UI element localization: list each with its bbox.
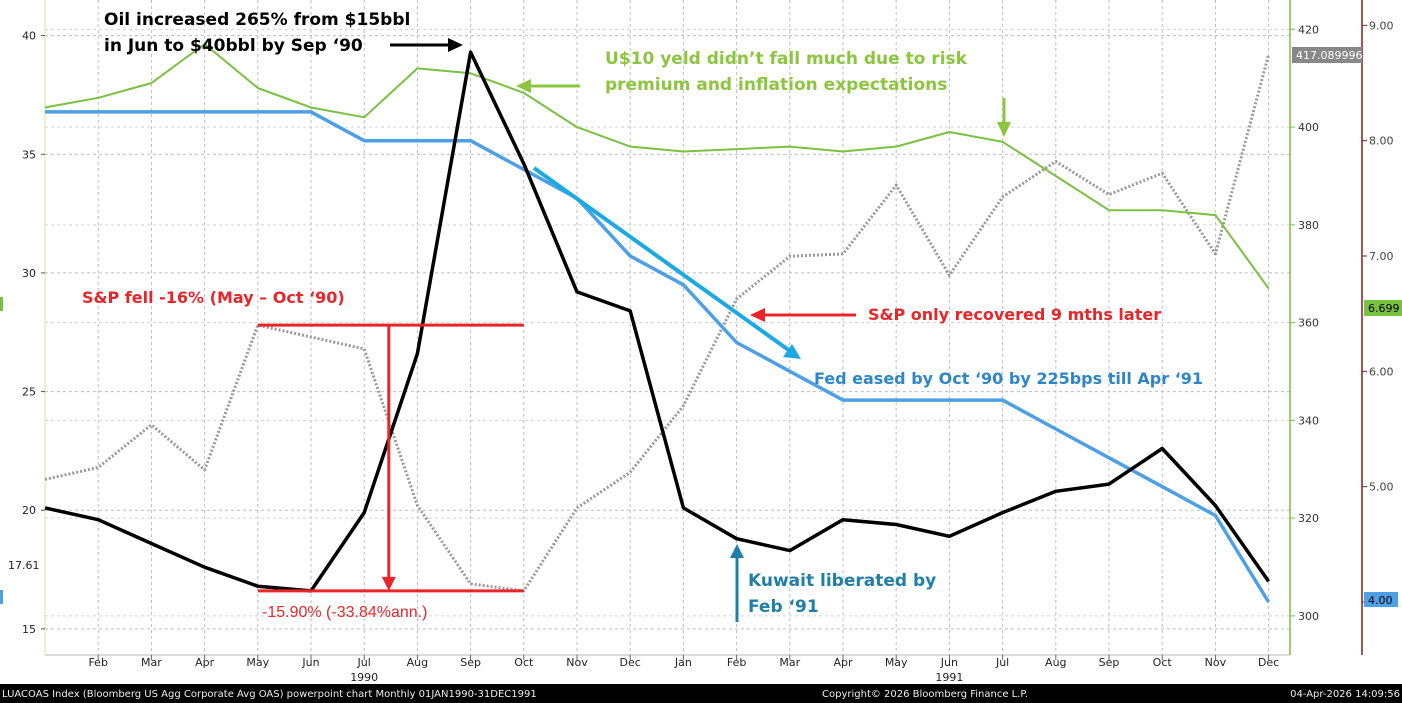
fed-arrow-line xyxy=(532,166,792,353)
x-tick-label: Apr xyxy=(833,656,853,669)
yield-arrow xyxy=(516,79,580,93)
x-tick-label: Oct xyxy=(514,656,534,669)
right-tick-label: 8.00 xyxy=(1369,135,1394,148)
fed-arrowhead xyxy=(783,344,801,359)
yield-down-arrowhead xyxy=(997,122,1011,137)
left-tick-label: 30 xyxy=(22,267,36,280)
x-tick-label: Jul xyxy=(995,656,1009,669)
x-tick-label: Feb xyxy=(88,656,107,669)
left-tick-label: 15 xyxy=(22,623,36,636)
mid-tick-label: 320 xyxy=(1298,512,1319,525)
left-tick-label: 20 xyxy=(22,504,36,517)
footer-center: Copyright© 2026 Bloomberg Finance L.P. xyxy=(822,689,1028,700)
last-value-tag-mid: 417.089996 xyxy=(1292,47,1362,63)
last-value-tag-mid-text: 417.089996 xyxy=(1296,49,1362,62)
x-tick-label: Nov xyxy=(566,656,588,669)
sp-recover-arrow xyxy=(750,308,856,322)
mid-tick-label: 380 xyxy=(1298,219,1319,232)
yield-arrowhead xyxy=(516,79,531,93)
fed-funds-line xyxy=(45,110,1271,603)
right-tick-label: 7.00 xyxy=(1369,250,1394,263)
kuwait-arrowhead xyxy=(730,544,744,558)
mid-tick-label: 340 xyxy=(1298,414,1319,427)
left-last-value-label: 17.61 xyxy=(8,559,40,572)
left-axis-marker xyxy=(0,297,3,311)
kuwait-arrow xyxy=(730,544,744,622)
x-tick-label: Feb xyxy=(727,656,746,669)
fed-annotation: Fed eased by Oct ‘90 by 225bps till Apr … xyxy=(814,369,1203,388)
x-tick-label: Dec xyxy=(620,656,641,669)
mid-tick-label: 360 xyxy=(1298,317,1319,330)
kuwait-annotation-line-1: Kuwait liberated by xyxy=(748,571,936,591)
bracket-arrowhead xyxy=(381,576,396,591)
sp-pct-annotation: -15.90% (-33.84%ann.) xyxy=(262,604,427,621)
x-tick-label: Aug xyxy=(407,656,428,669)
x-tick-label: Dec xyxy=(1258,656,1279,669)
corporate-oas-line xyxy=(44,54,1271,593)
right-tick-label: 5.00 xyxy=(1369,481,1394,494)
sp-fell-bracket xyxy=(257,323,524,593)
x-tick-label: Mar xyxy=(141,656,162,669)
x-tick-label: Jul xyxy=(357,656,371,669)
x-year-label: 1991 xyxy=(935,671,963,684)
sp-recover-annotation: S&P only recovered 9 mths later xyxy=(868,305,1161,324)
x-tick-label: May xyxy=(246,656,269,669)
x-tick-label: Sep xyxy=(1099,656,1120,669)
yield-down-arrow xyxy=(997,98,1011,137)
last-value-tag-mid-bg xyxy=(1292,47,1362,63)
last-value-tag-right-2: 4.00 xyxy=(1364,592,1398,607)
x-year-label: 1990 xyxy=(350,671,378,684)
oil-arrow xyxy=(390,38,463,52)
left-axis-marker-2 xyxy=(0,590,3,604)
last-value-tag-right: 6.699 xyxy=(1364,300,1402,316)
last-value-tag-right-2-text: 4.00 xyxy=(1368,594,1393,607)
x-tick-label: Jun xyxy=(301,656,319,669)
mid-tick-label: 400 xyxy=(1298,121,1319,134)
series-group xyxy=(44,43,1271,603)
x-axis-ticks: Feb Mar Apr May Jun Jul Aug Sep Oct Nov Dec Jan Feb M… xyxy=(88,655,1279,684)
oil-arrowhead xyxy=(448,38,463,52)
right-tick-label: 9.00 xyxy=(1369,19,1394,32)
right-tick-label: 6.00 xyxy=(1369,365,1394,378)
mid-tick-label: 420 xyxy=(1298,23,1319,36)
x-tick-label: Jan xyxy=(674,656,692,669)
us10y-yield-line xyxy=(44,43,1270,289)
x-tick-label: Nov xyxy=(1205,656,1227,669)
x-tick-label: Jun xyxy=(940,656,958,669)
grid xyxy=(45,0,1290,655)
kuwait-annotation-line-2: Feb ‘91 xyxy=(748,597,819,617)
x-tick-label: Aug xyxy=(1045,656,1066,669)
yield-annotation-line-1: U$10 yeld didn’t fall much due to risk xyxy=(605,49,968,69)
footer-bar xyxy=(0,684,1402,703)
last-value-tag-right-2-bg xyxy=(1364,592,1398,607)
x-tick-label: May xyxy=(885,656,908,669)
yield-annotation-line-2: premium and inflation expectations xyxy=(605,75,947,95)
oil-price-line xyxy=(44,50,1271,593)
left-tick-label: 35 xyxy=(22,148,36,161)
sp-recover-arrowhead xyxy=(750,308,765,322)
mid-axis-ticks: 300 320 340 360 380 400 420 xyxy=(1290,23,1319,623)
last-value-tag-right-text: 6.699 xyxy=(1368,302,1400,315)
x-tick-label: Sep xyxy=(460,656,481,669)
left-tick-label: 40 xyxy=(22,30,36,43)
sp-fell-annotation: S&P fell -16% (May – Oct ‘90) xyxy=(82,288,345,307)
oil-annotation-line-2: in Jun to $40bbl by Sep ‘90 xyxy=(104,36,363,56)
x-tick-label: Apr xyxy=(195,656,215,669)
mid-tick-label: 300 xyxy=(1298,610,1319,623)
footer-right: 04-Apr-2026 14:09:56 xyxy=(1290,689,1400,700)
left-tick-label: 25 xyxy=(22,386,36,399)
last-value-tag-right-bg xyxy=(1364,300,1402,316)
x-tick-label: Oct xyxy=(1153,656,1173,669)
fed-arrow xyxy=(532,166,801,359)
left-axis-ticks: 15 20 25 30 35 40 xyxy=(22,30,45,636)
x-tick-label: Mar xyxy=(779,656,800,669)
footer-left: LUACOAS Index (Bloomberg US Agg Corporat… xyxy=(2,689,537,700)
oil-annotation-line-1: Oil increased 265% from $15bbl xyxy=(104,10,410,30)
